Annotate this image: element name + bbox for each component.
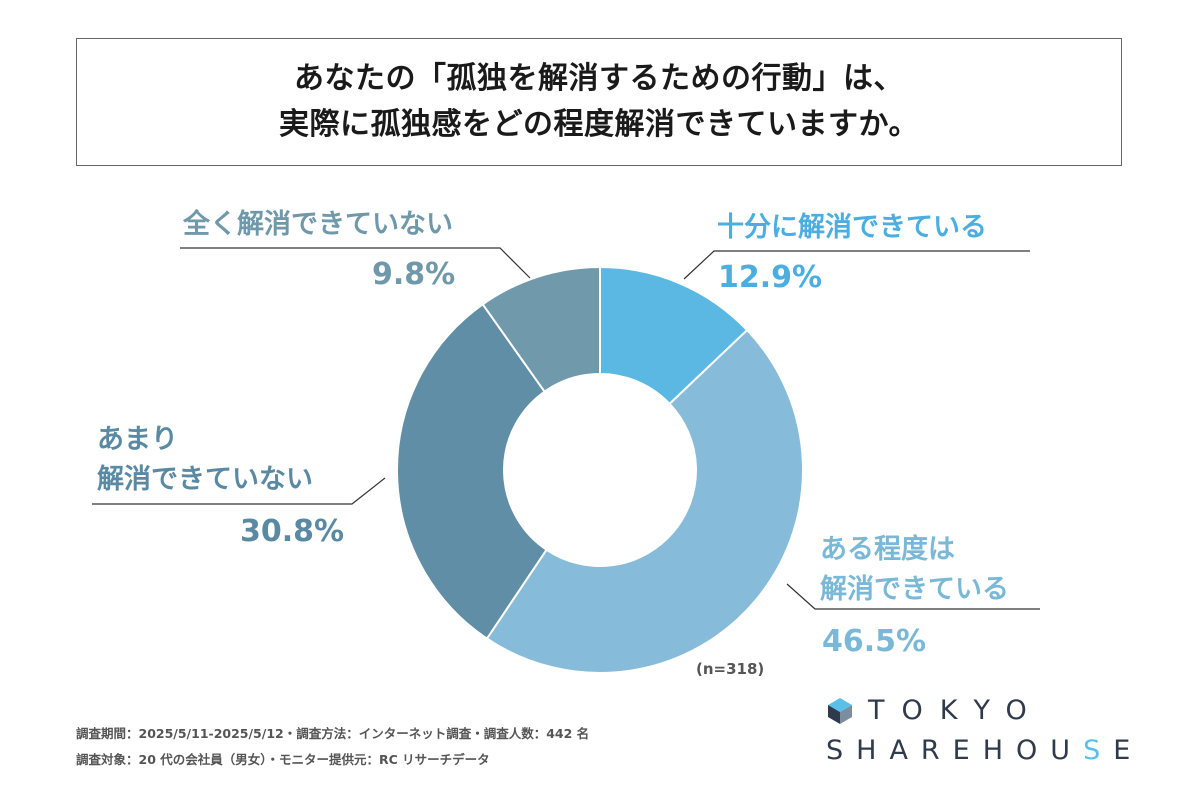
- slice-value-4: 9.8%: [372, 257, 455, 292]
- cube-icon: [828, 698, 852, 724]
- slice-label-1-line-1: 十分に解消できている: [717, 212, 987, 243]
- survey-target-note: 調査対象：20 代の会社員（男女）・モニター提供元：RC リサーチデータ: [76, 752, 490, 767]
- survey-period-note: 調査期間：2025/5/11-2025/5/12・調査方法：インターネット調査・…: [76, 726, 590, 741]
- leader-line-4: [180, 247, 531, 279]
- logo-word-accent: S: [1083, 735, 1114, 766]
- slice-label-2-line-1: ある程度は: [820, 533, 955, 565]
- slice-label-3-line-1: あまり: [97, 424, 178, 455]
- slice-value-2: 46.5%: [822, 624, 926, 659]
- slice-value-1: 12.9%: [718, 260, 822, 295]
- leader-line-3: [92, 477, 386, 505]
- leader-line-2: [786, 583, 1040, 610]
- logo-word-tokyo: TOKYO: [868, 695, 1044, 726]
- slice-value-3: 30.8%: [240, 514, 344, 549]
- title-box: あなたの「孤独を解消するための行動」は、 実際に孤独感をどの程度解消できています…: [76, 38, 1122, 166]
- sample-size-note: (n=318): [696, 660, 765, 678]
- logo-word-end: E: [1113, 735, 1144, 766]
- title-line-2: 実際に孤独感をどの程度解消できていますか。: [279, 107, 919, 142]
- donut-slice-3: [396, 302, 548, 640]
- brand-logo: TOKYO SHAREHOUSE: [826, 696, 1136, 776]
- slice-label-3-line-2: 解消できていない: [97, 464, 313, 495]
- title-line-1: あなたの「孤独を解消するための行動」は、: [294, 61, 904, 96]
- donut-slice-2: [485, 328, 805, 674]
- logo-word-main: SHAREHOU: [826, 735, 1084, 766]
- donut-slice-4: [481, 265, 601, 394]
- slice-label-2-line-2: 解消できている: [820, 574, 1009, 605]
- leader-line-1: [683, 250, 1030, 280]
- slice-label-4-line-1: 全く解消できていない: [182, 208, 453, 240]
- logo-word-sharehouse: SHAREHOUSE: [826, 736, 1143, 766]
